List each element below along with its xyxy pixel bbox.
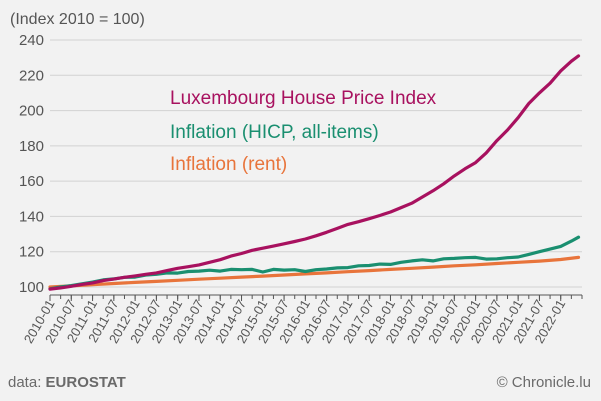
legend-label-luxembourg-house-price-index: Luxembourg House Price Index [170, 88, 437, 109]
series-lines [48, 54, 581, 291]
grid-lines [50, 39, 582, 288]
legend-label-inflation-hicp-all-items: Inflation (HICP, all-items) [170, 122, 379, 143]
series-line-luxembourg-house-price-index [48, 54, 581, 291]
y-tick-labels: 100 120 140 160 180 200 220 240 [19, 32, 44, 296]
x-tick-labels: 2010-012010-072011-012011-072012-012012-… [21, 297, 569, 346]
y-tick-label-220: 220 [19, 67, 44, 84]
y-tick-label-180: 180 [19, 138, 44, 155]
legend: Luxembourg House Price Index Inflation (H… [170, 88, 437, 175]
y-tick-label-120: 120 [19, 244, 44, 261]
y-tick-label-200: 200 [19, 103, 44, 120]
credit-text: © Chronicle.lu [496, 374, 591, 391]
legend-label-inflation-rent: Inflation (rent) [170, 154, 287, 175]
data-source: data: EUROSTAT [8, 374, 126, 391]
series-line-inflation-rent [48, 255, 581, 289]
y-tick-label-140: 140 [19, 208, 44, 225]
y-tick-label-240: 240 [19, 32, 44, 49]
y-axis-label: (Index 2010 = 100) [10, 11, 145, 28]
data-source-name: EUROSTAT [45, 374, 126, 391]
data-source-prefix: data: [8, 374, 46, 391]
y-tick-label-100: 100 [19, 279, 44, 296]
y-tick-label-160: 160 [19, 173, 44, 190]
x-axis [49, 294, 583, 301]
